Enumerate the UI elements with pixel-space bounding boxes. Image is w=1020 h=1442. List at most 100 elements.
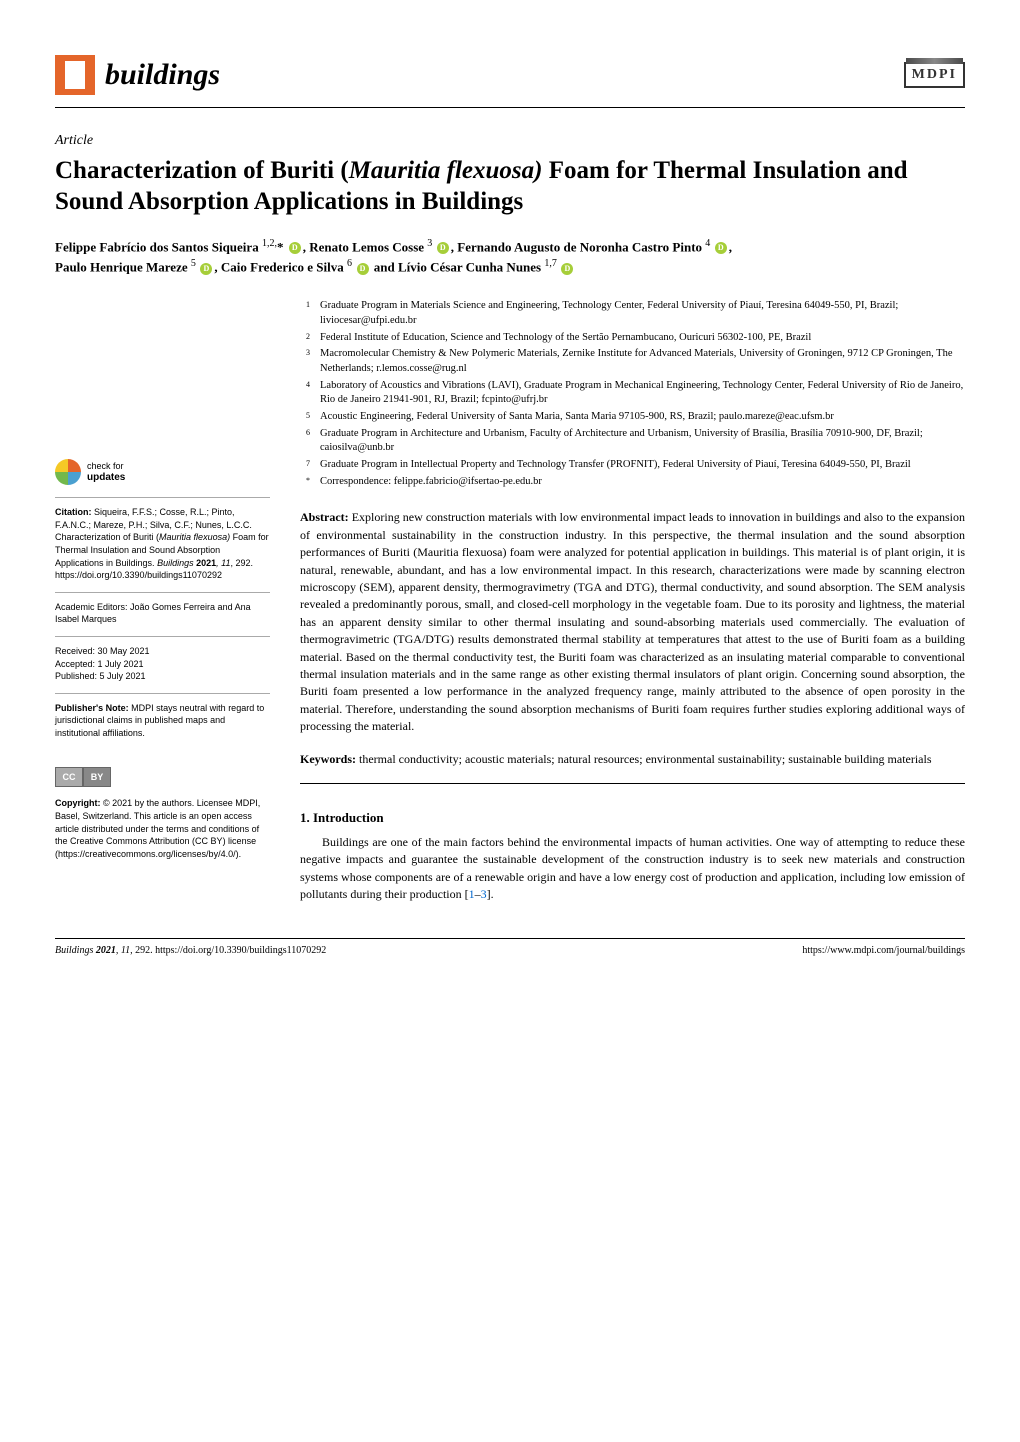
check-updates-text: check for updates [87,462,125,483]
author-4-sup: 5 [191,258,199,269]
citation-species: Mauritia flexuosa) [159,532,230,542]
pubnote-label: Publisher's Note: [55,703,129,713]
check-for-updates[interactable]: check for updates [55,459,270,485]
affil-text: Graduate Program in Intellectual Propert… [320,458,911,473]
header-bar: buildings MDPI [55,55,965,95]
affil-num: 5 [300,410,310,425]
cc-badges: CC BY [55,767,270,787]
author-2: , Renato Lemos Cosse [303,239,428,254]
affil-num: 2 [300,331,310,346]
affil-row: 4 Laboratory of Acoustics and Vibrations … [300,379,965,408]
footer-pages: 292. https://doi.org/10.3390/buildings11… [133,945,327,956]
paper-title: Characterization of Buriti (Mauritia fle… [55,155,965,218]
keywords-text: thermal conductivity; acoustic materials… [356,752,932,766]
affil-row: 7 Graduate Program in Intellectual Proper… [300,458,965,473]
copyright-label: Copyright: [55,798,101,808]
journal-icon [55,55,95,95]
para-post: ]. [487,887,494,901]
citation-vol: , 11 [216,558,230,568]
author-2-sup: 3 [427,238,435,249]
title-pre: Characterization of Buriti ( [55,157,349,184]
orcid-icon: D [715,242,727,254]
keywords-label: Keywords: [300,752,356,766]
affiliations: 1 Graduate Program in Materials Science a… [300,299,965,489]
main-content: 1 Graduate Program in Materials Science a… [300,299,965,903]
check-line-2: updates [87,472,125,483]
citation-block: Citation: Siqueira, F.F.S.; Cosse, R.L.;… [55,497,270,582]
para-pre: Buildings are one of the main factors be… [300,835,965,901]
two-column-layout: check for updates Citation: Siqueira, F.… [55,299,965,903]
author-1-star: * [277,239,287,254]
affil-text: Laboratory of Acoustics and Vibrations (… [320,379,965,408]
affil-text: Correspondence: felippe.fabricio@ifserta… [320,475,542,490]
author-4: Paulo Henrique Mareze [55,260,191,275]
affil-row: 5Acoustic Engineering, Federal Universit… [300,410,965,425]
author-1: Felippe Fabrício dos Santos Siqueira [55,239,262,254]
affil-text: Federal Institute of Education, Science … [320,331,811,346]
affil-num: 6 [300,427,310,456]
orcid-icon: D [357,263,369,275]
affil-text: Macromolecular Chemistry & New Polymeric… [320,347,965,376]
orcid-icon: D [561,263,573,275]
publishers-note-block: Publisher's Note: MDPI stays neutral wit… [55,693,270,740]
citation-journal: Buildings [157,558,196,568]
cc-icon: CC [55,767,83,787]
intro-paragraph: Buildings are one of the main factors be… [300,834,965,904]
comma: , [729,239,732,254]
orcid-icon: D [437,242,449,254]
journal-logo: buildings [55,55,220,95]
publisher-logo: MDPI [904,62,965,88]
by-icon: BY [83,767,111,787]
footer: Buildings 2021, 11, 292. https://doi.org… [55,938,965,956]
abstract-text: Exploring new construction materials wit… [300,510,965,733]
affil-row: 6 Graduate Program in Architecture and Ur… [300,427,965,456]
check-updates-icon [55,459,81,485]
sidebar: check for updates Citation: Siqueira, F.… [55,299,270,903]
keywords: Keywords: thermal conductivity; acoustic… [300,751,965,783]
affil-row: 2 Federal Institute of Education, Science… [300,331,965,346]
journal-name: buildings [105,58,220,92]
citation-label: Citation: [55,507,92,517]
editors-block: Academic Editors: João Gomes Ferreira an… [55,592,270,626]
affil-row: * Correspondence: felippe.fabricio@ifsert… [300,475,965,490]
accepted-date: 1 July 2021 [98,659,144,669]
affil-num: 4 [300,379,310,408]
affil-num: 7 [300,458,310,473]
footer-right[interactable]: https://www.mdpi.com/journal/buildings [802,945,965,956]
affil-row: 3 Macromolecular Chemistry & New Polymeri… [300,347,965,376]
footer-journal: Buildings [55,945,96,956]
cc-block: CC BY Copyright: © 2021 by the authors. … [55,749,270,860]
dates-block: Received: 30 May 2021 Accepted: 1 July 2… [55,636,270,683]
affil-text: Graduate Program in Materials Science an… [320,299,965,328]
author-3: , Fernando Augusto de Noronha Castro Pin… [451,239,706,254]
orcid-icon: D [200,263,212,275]
affil-num: 3 [300,347,310,376]
affil-text: Graduate Program in Architecture and Urb… [320,427,965,456]
published-label: Published: [55,671,100,681]
affil-num: * [300,475,310,490]
affil-num: 1 [300,299,310,328]
footer-year: 2021 [96,945,116,956]
accepted-label: Accepted: [55,659,98,669]
author-5-sup: 6 [347,258,355,269]
author-6: and Lívio César Cunha Nunes [371,260,545,275]
orcid-icon: D [289,242,301,254]
author-3-sup: 4 [705,238,713,249]
citation-year: 2021 [196,558,216,568]
author-6-sup: 1,7 [544,258,559,269]
abstract: Abstract: Exploring new construction mat… [300,509,965,735]
footer-left: Buildings 2021, 11, 292. https://doi.org… [55,945,326,956]
received-date: 30 May 2021 [98,646,150,656]
author-1-sup: 1,2, [262,238,277,249]
abstract-label: Abstract: [300,510,349,524]
authors: Felippe Fabrício dos Santos Siqueira 1,2… [55,236,965,278]
footer-vol: , 11, [116,945,133,956]
article-type: Article [55,133,965,149]
author-5: , Caio Frederico e Silva [214,260,347,275]
received-label: Received: [55,646,98,656]
check-line-1: check for [87,462,125,472]
section-1-heading: 1. Introduction [300,810,965,826]
published-date: 5 July 2021 [100,671,146,681]
affil-row: 1 Graduate Program in Materials Science a… [300,299,965,328]
editors-label: Academic Editors: [55,602,130,612]
